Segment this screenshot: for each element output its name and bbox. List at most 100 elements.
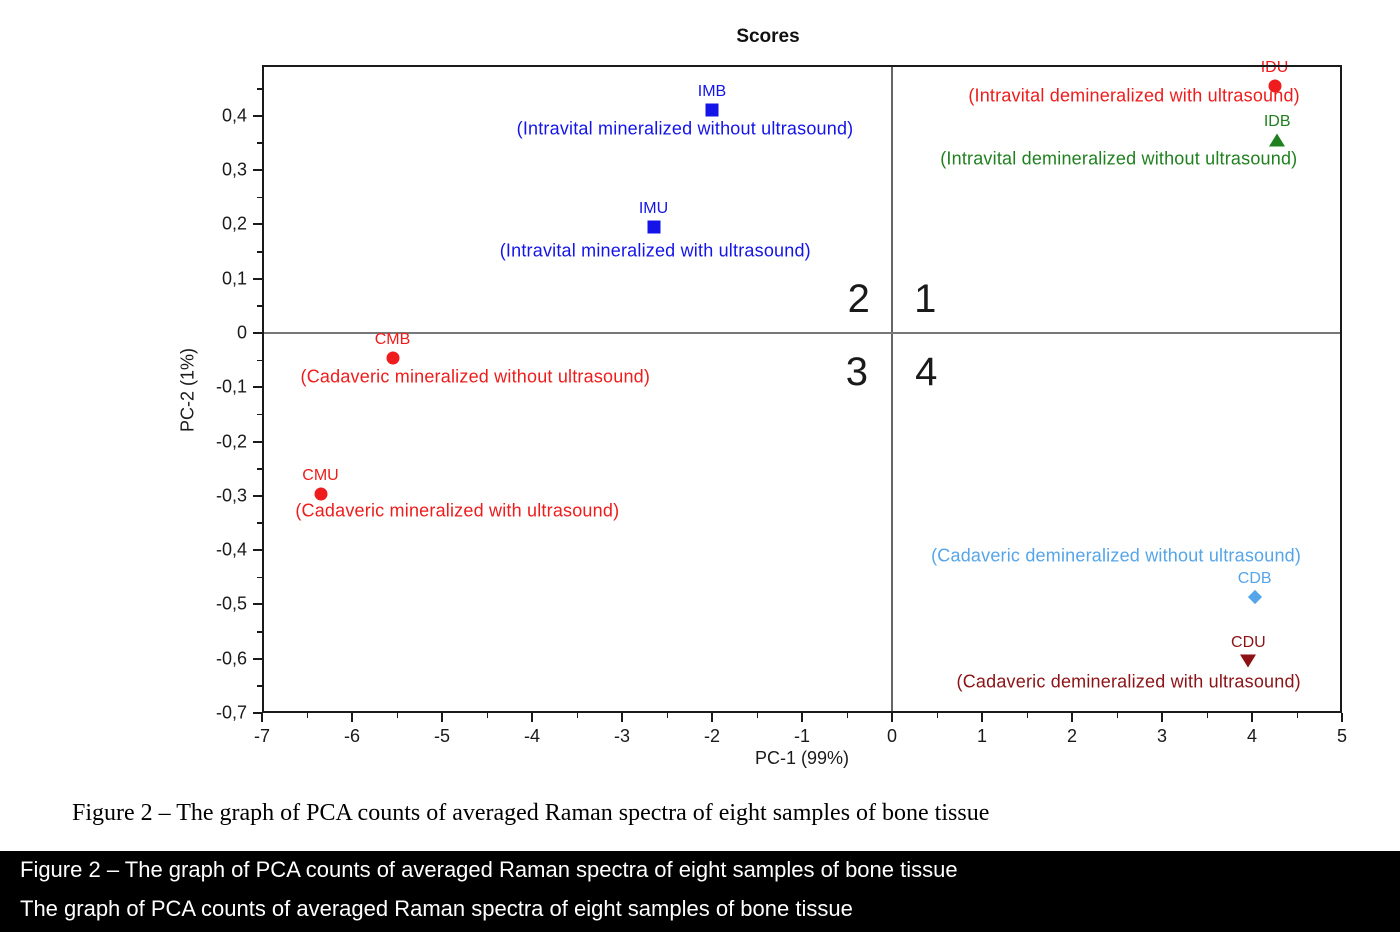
- x-tick-label: -3: [613, 726, 631, 746]
- y-tick: [253, 549, 262, 552]
- x-tick-label: -7: [253, 726, 271, 746]
- y-minor-tick: [257, 522, 262, 524]
- x-tick: [1071, 713, 1073, 722]
- y-tick-label: 0,2: [221, 213, 247, 234]
- y-tick-label: -0,3: [215, 485, 247, 506]
- point-annotation-idu: (Intravital demineralized with ultrasoun…: [968, 85, 1300, 106]
- y-tick: [253, 277, 262, 280]
- y-tick-label: -0,5: [215, 593, 247, 614]
- x-tick: [1161, 713, 1163, 722]
- marker-imu: [647, 220, 660, 234]
- y-tick: [253, 494, 262, 497]
- y-tick-label: -0,6: [215, 648, 247, 669]
- y-tick-label: -0,1: [215, 376, 247, 397]
- marker-cmb: [386, 351, 399, 365]
- y-tick: [253, 223, 262, 226]
- x-tick-label: 3: [1156, 726, 1168, 746]
- x-tick: [261, 713, 263, 722]
- x-tick-label: -4: [523, 726, 541, 746]
- overlay-caption-line2: The graph of PCA counts of averaged Rama…: [20, 896, 853, 921]
- x-minor-tick: [936, 713, 938, 718]
- quadrant-label-1: 1: [914, 276, 937, 321]
- y-tick: [253, 169, 262, 172]
- overlay-caption-line1: Figure 2 – The graph of PCA counts of av…: [20, 857, 958, 882]
- y-tick-label: 0: [236, 322, 247, 343]
- y-tick-label: 0,3: [221, 159, 247, 180]
- point-label-cmu: CMU: [302, 466, 339, 484]
- point-annotation-cdb: (Cadaveric demineralized without ultraso…: [931, 545, 1302, 566]
- point-label-idb: IDB: [1263, 113, 1291, 131]
- figure-caption: Figure 2 – The graph of PCA counts of av…: [72, 800, 990, 826]
- x-tick: [351, 713, 353, 722]
- y-tick: [253, 331, 262, 334]
- quadrant-label-3: 3: [845, 350, 869, 395]
- x-tick-label: 4: [1246, 726, 1258, 746]
- y-tick-label: 0,1: [221, 268, 247, 289]
- x-axis-label: PC-1 (99%): [754, 748, 850, 768]
- x-minor-tick: [846, 713, 848, 718]
- x-minor-tick: [1206, 713, 1208, 718]
- x-minor-tick: [756, 713, 758, 718]
- x-zero-axis-line: [262, 332, 1342, 334]
- x-tick: [531, 713, 533, 722]
- marker-cdu: [1240, 654, 1257, 668]
- y-minor-tick: [257, 685, 262, 687]
- point-annotation-cdu: (Cadaveric demineralized with ultrasound…: [956, 671, 1301, 692]
- point-annotation-imu: (Intravital mineralized with ultrasound): [499, 240, 811, 261]
- y-minor-tick: [257, 305, 262, 307]
- y-axis-label: PC-2 (1%): [177, 347, 198, 433]
- y-tick-label: -0,2: [215, 431, 247, 452]
- point-label-idu: IDU: [1260, 58, 1289, 76]
- y-minor-tick: [257, 413, 262, 416]
- x-tick-label: 5: [1336, 726, 1348, 746]
- point-annotation-idb: (Intravital demineralized without ultras…: [940, 148, 1298, 169]
- marker-imb: [705, 103, 719, 117]
- x-tick-label: -2: [703, 726, 721, 746]
- y-minor-tick: [257, 468, 262, 470]
- caption-overlay-bar: Figure 2 – The graph of PCA counts of av…: [0, 851, 1400, 932]
- y-minor-tick: [257, 576, 262, 579]
- y-tick: [253, 440, 262, 443]
- quadrant-label-4: 4: [915, 350, 938, 395]
- x-tick: [1251, 713, 1253, 722]
- point-label-imu: IMU: [638, 200, 669, 218]
- x-tick-label: -1: [793, 726, 811, 746]
- marker-idb: [1269, 133, 1286, 147]
- x-tick-label: 0: [886, 726, 898, 746]
- point-annotation-cmu: (Cadaveric mineralized with ultrasound): [295, 500, 620, 521]
- point-annotation-imb: (Intravital mineralized without ultrasou…: [516, 118, 854, 139]
- quadrant-label-2: 2: [847, 276, 870, 321]
- marker-cmu: [314, 487, 327, 501]
- x-tick: [891, 713, 893, 722]
- y-minor-tick: [257, 359, 262, 362]
- y-minor-tick: [257, 251, 262, 253]
- x-minor-tick: [1116, 713, 1118, 718]
- y-minor-tick: [257, 88, 262, 90]
- y-tick: [253, 114, 262, 117]
- marker-cdb: [1247, 589, 1262, 604]
- x-tick: [1341, 713, 1343, 722]
- x-tick-label: 2: [1066, 726, 1078, 746]
- x-minor-tick: [1026, 713, 1028, 718]
- point-annotation-cmb: (Cadaveric mineralized without ultrasoun…: [300, 366, 651, 387]
- x-tick: [711, 713, 713, 722]
- x-minor-tick: [576, 713, 578, 718]
- x-tick-label: -5: [433, 726, 451, 746]
- y-tick: [253, 603, 262, 606]
- y-tick-label: 0,4: [221, 105, 247, 126]
- x-tick-label: -6: [343, 726, 361, 746]
- point-label-cdb: CDB: [1237, 569, 1272, 587]
- y-tick-label: -0,7: [215, 702, 247, 723]
- y-minor-tick: [257, 631, 262, 633]
- pca-scatter-plot: -7 -6 -5 -4 -3 -2 -1 0 1 2 3 4 5 0,4 0,3 0,2 0,1 0 -0,1 -0,…: [216, 59, 1347, 746]
- x-minor-tick: [486, 713, 488, 718]
- x-tick: [441, 713, 443, 722]
- y-minor-tick: [257, 196, 262, 199]
- point-label-imb: IMB: [697, 83, 727, 101]
- x-tick-label: 1: [976, 726, 988, 746]
- y-tick: [253, 712, 262, 714]
- y-tick: [253, 657, 262, 660]
- point-label-cmb: CMB: [374, 330, 411, 348]
- x-minor-tick: [1296, 713, 1298, 718]
- x-minor-tick: [666, 713, 668, 718]
